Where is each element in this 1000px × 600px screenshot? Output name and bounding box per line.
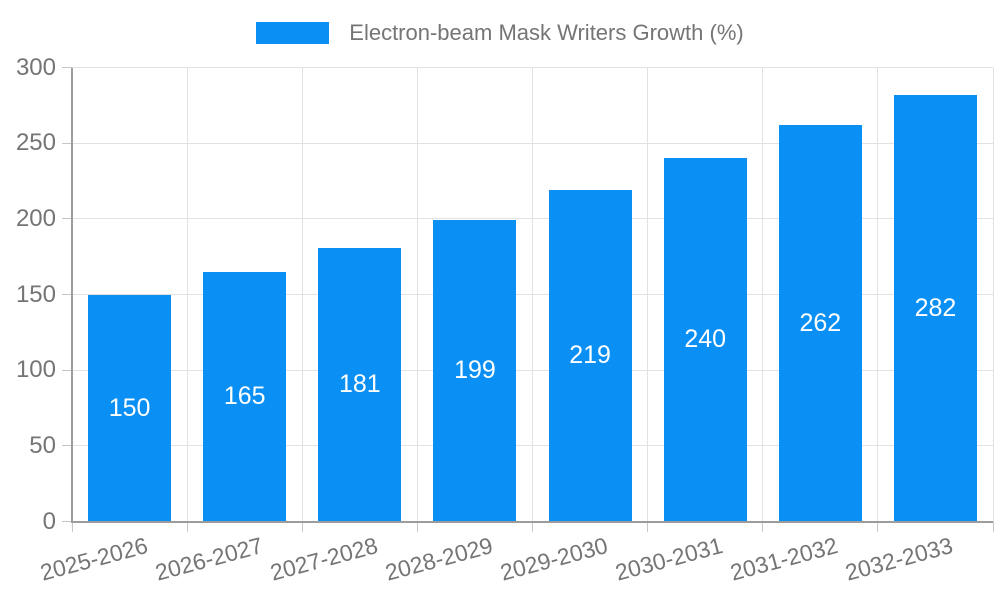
y-tick-label: 0 (42, 507, 56, 535)
x-gridline (877, 67, 879, 522)
x-tick-mark (992, 521, 994, 532)
x-gridline (186, 67, 188, 522)
x-tick-mark (532, 521, 533, 532)
legend-swatch[interactable] (256, 22, 330, 44)
x-axis-line (71, 520, 993, 523)
x-gridline (416, 67, 418, 522)
bar[interactable]: 282 (893, 94, 977, 522)
bar-value-label: 150 (108, 393, 151, 422)
legend-label[interactable]: Electron-beam Mask Writers Growth (%) (349, 20, 744, 45)
x-tick-label: 2026-2027 (152, 531, 266, 586)
bar-value-label: 262 (799, 308, 842, 337)
y-tick-mark (62, 142, 72, 144)
y-tick-mark (62, 67, 72, 68)
x-gridline (762, 67, 764, 522)
bar[interactable]: 150 (88, 294, 172, 522)
y-tick-mark (62, 218, 72, 220)
y-tick-mark (62, 445, 72, 447)
y-tick-label: 50 (29, 431, 56, 459)
y-tick-label: 100 (15, 356, 56, 384)
x-tick-label: 2030-2031 (612, 531, 726, 586)
x-tick-mark (647, 521, 649, 532)
x-tick-label: 2025-2026 (37, 531, 151, 586)
bar-value-label: 219 (569, 341, 611, 370)
bar-value-label: 165 (223, 382, 266, 411)
y-tick-label: 200 (15, 204, 56, 232)
bar[interactable]: 219 (548, 190, 632, 522)
x-tick-label: 2028-2029 (382, 531, 496, 586)
bar[interactable]: 165 (203, 271, 287, 522)
bar[interactable]: 262 (778, 125, 862, 522)
x-gridline (992, 67, 994, 522)
x-tick-mark (71, 521, 73, 532)
y-tick-label: 250 (15, 129, 56, 157)
bar-value-label: 282 (914, 293, 957, 322)
x-gridline (532, 67, 533, 522)
x-gridline (301, 67, 303, 522)
x-tick-label: 2031-2032 (727, 531, 841, 586)
bar[interactable]: 199 (433, 220, 517, 522)
x-tick-mark (877, 521, 879, 532)
y-tick-label: 300 (15, 53, 56, 81)
y-axis-line (71, 67, 73, 523)
x-gridline (647, 67, 649, 522)
bar-value-label: 199 (454, 356, 496, 385)
x-tick-mark (416, 521, 418, 532)
bar-value-label: 181 (338, 370, 381, 399)
y-tick-mark (62, 294, 72, 295)
legend: Electron-beam Mask Writers Growth (%) (0, 19, 1000, 47)
y-tick-mark (62, 369, 72, 371)
x-tick-label: 2029-2030 (497, 531, 611, 586)
x-tick-mark (762, 521, 764, 532)
x-tick-label: 2032-2033 (842, 531, 956, 586)
x-tick-label: 2027-2028 (267, 531, 381, 586)
bar[interactable]: 240 (663, 158, 747, 522)
y-tick-mark (62, 521, 72, 522)
x-tick-mark (186, 521, 188, 532)
bar-value-label: 240 (684, 325, 727, 354)
x-tick-mark (301, 521, 303, 532)
bar[interactable]: 181 (318, 247, 402, 522)
y-tick-label: 150 (15, 280, 56, 308)
